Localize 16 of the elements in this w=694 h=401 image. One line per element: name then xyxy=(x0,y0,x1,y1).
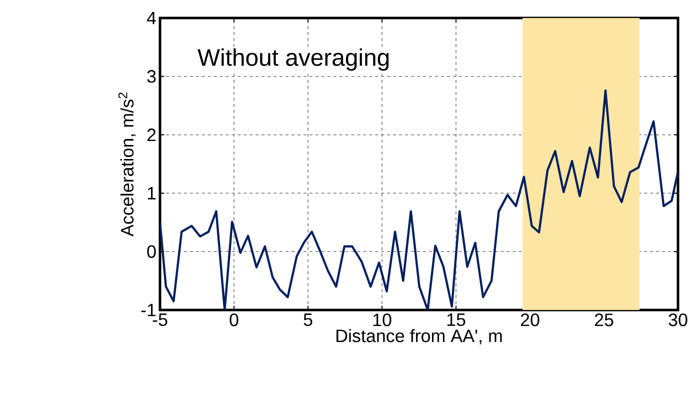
annotation: Without averaging xyxy=(198,48,389,71)
x-tick-label: 10 xyxy=(373,314,392,326)
y-tick-label: 2 xyxy=(147,128,156,142)
y-axis-title: Acceleration, m/s$^{2}$ xyxy=(118,92,136,236)
x-tick-label: 15 xyxy=(447,314,466,326)
x-tick-label: 0 xyxy=(230,314,238,326)
y-tick-label: 3 xyxy=(147,70,156,83)
x-tick-label: 5 xyxy=(304,314,312,326)
x-axis-title: Distance from AA', m xyxy=(336,329,502,344)
line-series xyxy=(160,89,678,310)
y-tick-label: 4 xyxy=(146,12,156,24)
x-tick-label: 25 xyxy=(594,314,614,326)
x-tick-label: 30 xyxy=(668,314,688,326)
y-tick-label: 1 xyxy=(148,187,156,200)
x-tick-label: 20 xyxy=(520,314,540,326)
y-tick-label: 0 xyxy=(147,245,156,258)
